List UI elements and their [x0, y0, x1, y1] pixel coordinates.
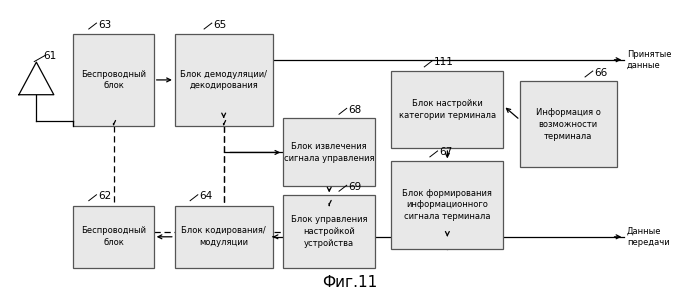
Bar — [73, 206, 154, 268]
Text: Блок кодирования/
модуляции: Блок кодирования/ модуляции — [181, 226, 266, 247]
Text: 66: 66 — [594, 67, 607, 78]
Text: Блок извлечения
сигнала управления: Блок извлечения сигнала управления — [284, 142, 375, 163]
Text: 69: 69 — [348, 182, 361, 192]
Text: Принятые
данные: Принятые данные — [627, 50, 672, 70]
Bar — [283, 118, 375, 186]
Bar — [391, 71, 503, 148]
Bar — [73, 34, 154, 126]
Text: Фиг.11: Фиг.11 — [322, 275, 377, 290]
Text: 67: 67 — [439, 147, 452, 157]
Text: Беспроводный
блок: Беспроводный блок — [81, 226, 146, 247]
Text: Блок управления
настройкой
устройства: Блок управления настройкой устройства — [291, 215, 368, 248]
Text: 65: 65 — [213, 20, 226, 30]
Text: 111: 111 — [433, 57, 453, 67]
Bar — [520, 81, 617, 167]
Text: Блок настройки
категории терминала: Блок настройки категории терминала — [399, 99, 496, 120]
Text: Блок формирования
информационного
сигнала терминала: Блок формирования информационного сигнал… — [403, 189, 492, 221]
Bar — [175, 34, 273, 126]
Text: 62: 62 — [98, 191, 111, 201]
Bar — [391, 161, 503, 249]
Text: 63: 63 — [98, 20, 111, 30]
Text: 64: 64 — [199, 191, 212, 201]
Bar — [175, 206, 273, 268]
Text: Данные
передачи: Данные передачи — [627, 227, 670, 247]
Text: 61: 61 — [43, 51, 57, 61]
Bar — [283, 195, 375, 268]
Text: Информация о
возможности
терминала: Информация о возможности терминала — [536, 108, 600, 141]
Text: Беспроводный
блок: Беспроводный блок — [81, 70, 146, 90]
Text: Блок демодуляции/
декодирования: Блок демодуляции/ декодирования — [180, 70, 267, 90]
Text: 68: 68 — [348, 105, 361, 115]
